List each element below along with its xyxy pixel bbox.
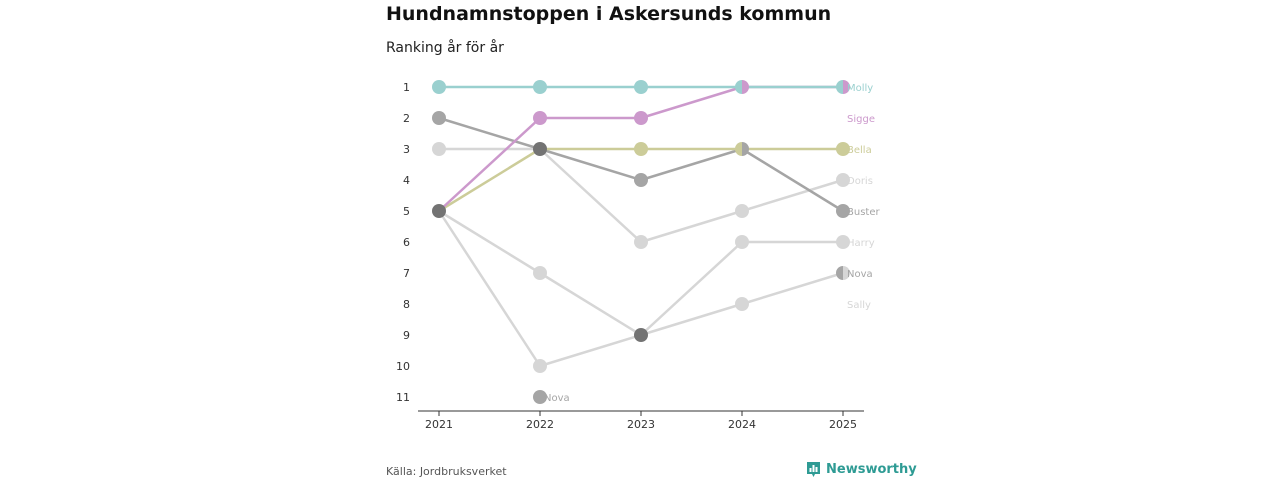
point-2025-sally	[836, 173, 850, 187]
y-tick-label-1: 1	[403, 81, 410, 94]
point-2023-buster	[634, 173, 648, 187]
point-2024-buster-half	[742, 142, 749, 156]
y-tick-label-3: 3	[403, 143, 410, 156]
end-label-molly: Molly	[847, 83, 873, 94]
end-label-sigge: Sigge	[847, 114, 875, 125]
point-2022-sigge	[533, 111, 547, 125]
series-line-buster	[438, 116, 844, 213]
point-2024-sally	[735, 204, 749, 218]
end-label-doris: Doris	[847, 176, 873, 187]
y-axis: 1 2 3 4 5 6 7 8 9 10 11	[396, 81, 410, 404]
series-lines	[437, 85, 844, 368]
series-line-sally	[439, 147, 844, 244]
x-tick-label-2021: 2021	[425, 418, 453, 431]
series-labels: Doris Harry Sally Nova Nova Buster Bella Sigge M…	[544, 83, 880, 404]
point-2023-molly	[634, 80, 648, 94]
point-2024-bella-half	[735, 142, 742, 156]
y-tick-label-4: 4	[403, 174, 410, 187]
end-label-buster: Buster	[847, 207, 880, 218]
point-2022-molly	[533, 80, 547, 94]
point-2023-sigge	[634, 111, 648, 125]
chart-title: Hundnamnstoppen i Askersunds kommun	[386, 3, 832, 25]
point-2025-harry	[836, 235, 850, 249]
point-2024-harry	[735, 235, 749, 249]
source-note: Källa: Jordbruksverket	[386, 465, 507, 478]
point-2021-rank-5	[432, 204, 446, 218]
point-2023-rank-9	[634, 328, 648, 342]
point-2022-nova	[533, 390, 547, 404]
point-2025-sigge-half	[843, 80, 850, 94]
newsworthy-logo-icon	[807, 462, 820, 477]
chart-subtitle: Ranking år för år	[386, 40, 504, 56]
series-line-harry	[438, 209, 843, 337]
y-tick-label-9: 9	[403, 329, 410, 342]
point-2021-sally	[432, 142, 446, 156]
point-2023-bella	[634, 142, 648, 156]
point-2021-buster	[432, 111, 446, 125]
point-2025-buster	[836, 204, 850, 218]
series-line-doris	[437, 210, 844, 368]
x-axis: 2021 2022 2023 2024 2025	[425, 411, 857, 431]
x-tick-label-2024: 2024	[728, 418, 756, 431]
y-tick-label-7: 7	[403, 267, 410, 280]
point-2024-molly-half	[735, 80, 742, 94]
y-tick-label-6: 6	[403, 236, 410, 249]
y-tick-label-5: 5	[403, 205, 410, 218]
x-tick-label-2023: 2023	[627, 418, 655, 431]
brand-name: Newsworthy	[826, 462, 917, 477]
brand-logo[interactable]: Newsworthy	[806, 461, 917, 478]
end-label-bella: Bella	[847, 145, 872, 156]
point-2024-doris	[735, 297, 749, 311]
point-2024-sigge-half	[742, 80, 749, 94]
x-tick-label-2025: 2025	[829, 418, 857, 431]
end-label-harry: Harry	[847, 238, 875, 249]
point-2022-harry	[533, 266, 547, 280]
point-2025-doris-half	[843, 266, 850, 280]
point-label-nova-2022: Nova	[544, 393, 570, 404]
y-tick-label-2: 2	[403, 112, 410, 125]
point-2025-molly-half	[836, 80, 843, 94]
point-2025-nova-half	[836, 266, 843, 280]
y-tick-label-8: 8	[403, 298, 410, 311]
point-2022-doris	[533, 359, 547, 373]
point-2021-molly	[432, 80, 446, 94]
point-2023-sally	[634, 235, 648, 249]
end-label-sally: Sally	[847, 300, 871, 311]
point-2025-bella	[836, 142, 850, 156]
y-tick-label-11: 11	[396, 391, 410, 404]
y-tick-label-10: 10	[396, 360, 410, 373]
point-2022-rank-3	[533, 142, 547, 156]
end-label-nova: Nova	[847, 269, 873, 280]
series-points	[432, 80, 850, 404]
x-tick-label-2022: 2022	[526, 418, 554, 431]
